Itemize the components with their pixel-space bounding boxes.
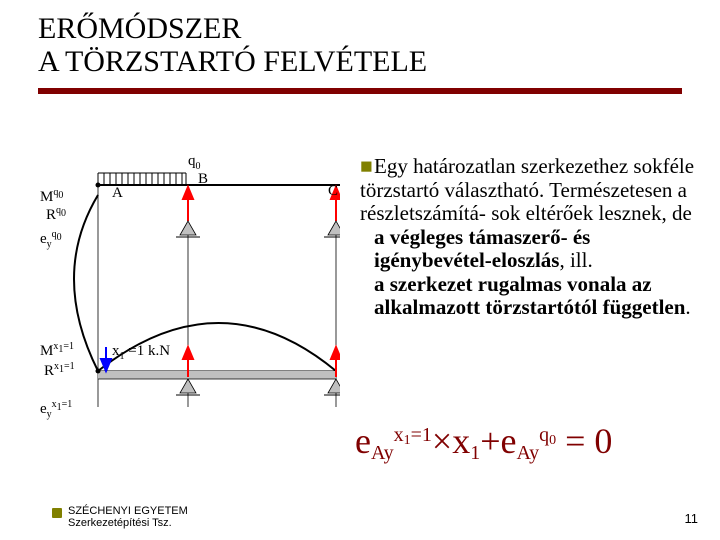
right-text: ■Egy határozatlan szerkezethez sokféle t…: [360, 155, 700, 320]
eyx1-label: eyx1=1: [40, 399, 72, 420]
grey-bar: [98, 371, 336, 379]
title-underline: [38, 88, 682, 94]
point-c-label: C: [328, 183, 338, 200]
Rx1-label: Rx1=1: [44, 361, 75, 380]
diagram-svg: [40, 155, 340, 435]
page-number: 11: [685, 511, 699, 526]
bullet-icon: ■: [360, 155, 374, 179]
point-a-label: A: [112, 185, 123, 202]
para1: ■Egy határozatlan szerkezethez sokféle t…: [360, 155, 700, 226]
title-line1: ERŐMÓDSZER: [38, 12, 427, 45]
structural-diagram: q0 A B C Mq0 Rq0 eyq0 Mx1=1 Rx1=1 eyx1=1…: [40, 155, 340, 435]
Mq0-label: Mq0: [40, 187, 63, 206]
footer-line2: Szerkezetépítési Tsz.: [68, 517, 188, 530]
para3: a szerkezet rugalmas vonala az alkalmazo…: [374, 273, 700, 320]
title-line2: A TÖRZSTARTÓ FELVÉTELE: [38, 45, 427, 78]
Rq0-label: Rq0: [46, 205, 66, 224]
footer-left: SZÉCHENYI EGYETEM Szerkezetépítési Tsz.: [68, 505, 188, 530]
footer-bullet-icon: [52, 508, 62, 518]
load-label: q0: [188, 153, 201, 172]
load-hatch: [98, 173, 186, 185]
curve-left: [74, 195, 98, 371]
slide-title: ERŐMÓDSZER A TÖRZSTARTÓ FELVÉTELE: [38, 12, 427, 78]
point-b-label: B: [198, 171, 208, 188]
supports-lower: [176, 379, 340, 395]
unit-load-label: x1 =1 k.N: [112, 343, 170, 362]
supports: [176, 221, 340, 237]
eyq0-label: eyq0: [40, 229, 62, 250]
para2: a végleges támaszerő- és igénybevétel-el…: [374, 226, 700, 273]
Mx1-label: Mx1=1: [40, 341, 74, 360]
footer-line1: SZÉCHENYI EGYETEM: [68, 505, 188, 518]
compatibility-equation: eAyx1=1×x1+eAyq0 = 0: [355, 420, 612, 465]
reaction-arrows-top: [183, 187, 340, 221]
